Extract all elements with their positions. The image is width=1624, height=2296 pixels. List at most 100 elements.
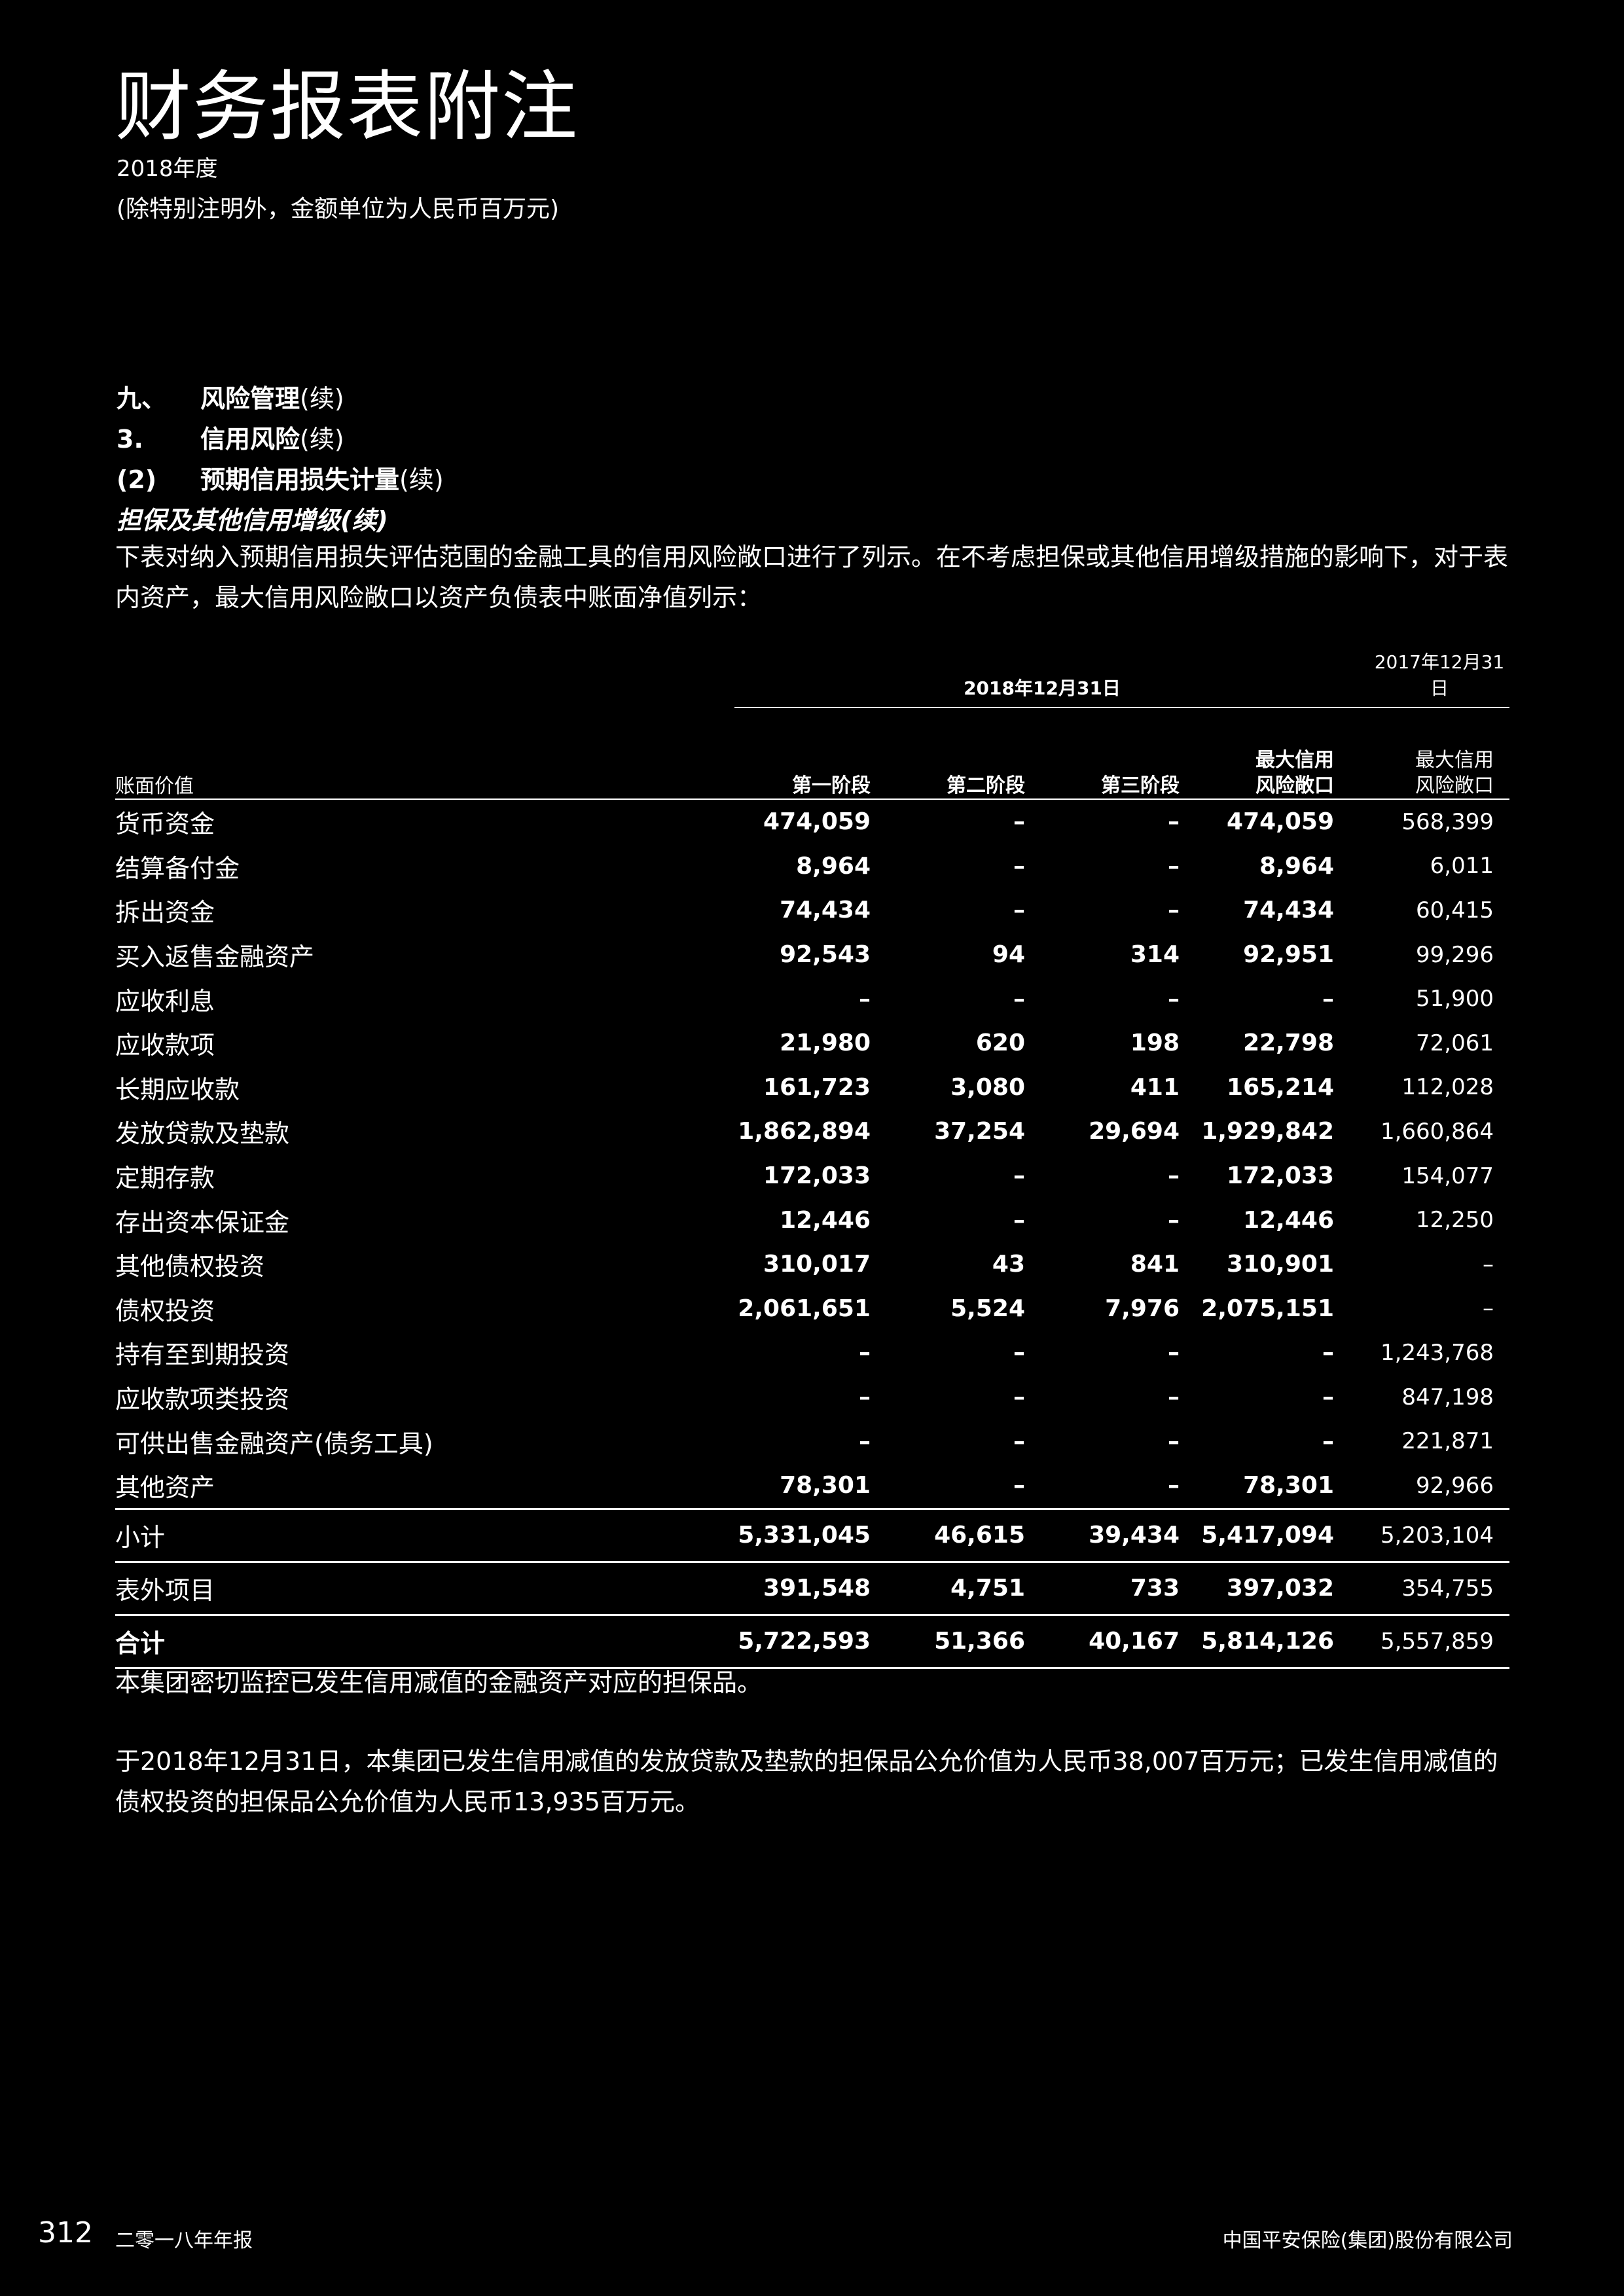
table-row: 买入返售金融资产 92,543 94 314 92,951 99,296 bbox=[115, 933, 1509, 977]
table-row: 应收款项类投资 – – – – 847,198 bbox=[115, 1375, 1509, 1420]
cell-stage2: – bbox=[1013, 1162, 1025, 1190]
row-label: 债权投资 bbox=[115, 1296, 215, 1325]
row-label: 发放贷款及垫款 bbox=[115, 1119, 290, 1149]
cell-max-2018: 474,059 bbox=[1227, 808, 1334, 836]
cell-max-2017: 5,557,859 bbox=[1350, 1613, 1509, 1669]
section-heading-credit-risk: 3. 信用风险(续) bbox=[117, 419, 344, 455]
total-row: 合计 5,722,593 51,366 40,167 5,814,126 5,557,85… bbox=[115, 1613, 1509, 1669]
cell-max-2018: 5,417,094 bbox=[1195, 1507, 1350, 1562]
cell-stage2: 46,615 bbox=[886, 1507, 1041, 1562]
unit-note: (除特别注明外，金额单位为人民币百万元) bbox=[117, 196, 560, 223]
cell-stage2: 620 bbox=[975, 1030, 1025, 1057]
report-name: 二零一八年年报 bbox=[115, 2229, 253, 2252]
cell-max-2017: 354,755 bbox=[1350, 1560, 1509, 1615]
table-row: 其他资产 78,301 – – 78,301 92,966 bbox=[115, 1463, 1509, 1509]
table-row: 可供出售金融资产(债务工具) – – – – 221,871 bbox=[115, 1419, 1509, 1463]
section-suffix: (续) bbox=[300, 425, 344, 454]
row-label: 结算备付金 bbox=[115, 853, 240, 883]
cell-stage3: – bbox=[1168, 1427, 1180, 1455]
cell-stage3: 314 bbox=[1130, 941, 1180, 969]
cell-stage1: 92,543 bbox=[780, 941, 871, 969]
cell-max-2018: – bbox=[1322, 1339, 1334, 1367]
section-number: 九、 bbox=[117, 384, 167, 413]
col-max-exposure-2017-header: 最大信用 风险敞口 bbox=[1350, 708, 1509, 800]
row-label: 存出资本保证金 bbox=[115, 1208, 290, 1237]
row-label: 合计 bbox=[115, 1613, 734, 1669]
row-label: 其他债权投资 bbox=[115, 1252, 265, 1282]
cell-stage3: – bbox=[1168, 985, 1180, 1013]
section-title: 信用风险 bbox=[200, 425, 300, 454]
cell-stage2: – bbox=[1013, 1339, 1025, 1367]
company-name: 中国平安保险(集团)股份有限公司 bbox=[1222, 2229, 1513, 2252]
row-label: 定期存款 bbox=[115, 1164, 215, 1193]
cell-stage2: – bbox=[1013, 852, 1025, 880]
cell-max-2018: 74,434 bbox=[1243, 897, 1334, 924]
cell-stage2: – bbox=[1013, 985, 1025, 1013]
table-row: 持有至到期投资 – – – – 1,243,768 bbox=[115, 1331, 1509, 1375]
cell-stage2: 43 bbox=[992, 1251, 1025, 1278]
cell-max-2018: – bbox=[1322, 985, 1334, 1013]
cell-stage3: – bbox=[1168, 897, 1180, 924]
cell-max-2018: 2,075,151 bbox=[1201, 1295, 1334, 1322]
row-label: 买入返售金融资产 bbox=[115, 942, 315, 972]
row-label: 小计 bbox=[115, 1507, 734, 1562]
table-row: 应收利息 – – – – 51,900 bbox=[115, 977, 1509, 1021]
col-max-exposure-2018-header: 最大信用 风险敞口 bbox=[1195, 708, 1350, 800]
cell-stage1: 12,446 bbox=[780, 1206, 871, 1234]
section-title: 风险管理 bbox=[200, 384, 300, 413]
cell-stage3: – bbox=[1168, 1162, 1180, 1190]
cell-stage1: 391,548 bbox=[734, 1560, 886, 1615]
cell-max-2018: 12,446 bbox=[1243, 1206, 1334, 1234]
cell-max-2017: 568,399 bbox=[1401, 808, 1494, 835]
cell-max-2017: 847,198 bbox=[1401, 1384, 1494, 1410]
cell-stage1: 78,301 bbox=[780, 1472, 871, 1499]
table-row: 存出资本保证金 12,446 – – 12,446 12,250 bbox=[115, 1198, 1509, 1242]
cell-max-2018: 172,033 bbox=[1227, 1162, 1334, 1190]
note-paragraph-2: 于2018年12月31日，本集团已发生信用减值的发放贷款及垫款的担保品公允价值为… bbox=[115, 1747, 1498, 1816]
cell-stage1: 1,862,894 bbox=[738, 1118, 871, 1145]
cell-stage3: 29,694 bbox=[1089, 1118, 1180, 1145]
cell-stage1: 172,033 bbox=[763, 1162, 871, 1190]
page-number: 312 bbox=[38, 2216, 93, 2250]
note-paragraph-1: 本集团密切监控已发生信用减值的金融资产对应的担保品。 bbox=[115, 1668, 763, 1697]
table-row: 其他债权投资 310,017 43 841 310,901 – bbox=[115, 1242, 1509, 1287]
row-label: 应收款项 bbox=[115, 1031, 215, 1060]
table-row: 货币资金 474,059 – – 474,059 568,399 bbox=[115, 799, 1509, 844]
cell-stage1: 5,722,593 bbox=[734, 1613, 886, 1669]
subsection-heading-collateral: 担保及其他信用增级(续) bbox=[117, 506, 388, 535]
cell-stage2: – bbox=[1013, 1472, 1025, 1499]
cell-stage1: – bbox=[859, 1339, 871, 1367]
cell-stage2: 4,751 bbox=[886, 1560, 1041, 1615]
cell-stage2: 5,524 bbox=[950, 1295, 1025, 1322]
cell-stage3: 40,167 bbox=[1041, 1613, 1195, 1669]
cell-max-2018: 310,901 bbox=[1227, 1251, 1334, 1278]
cell-stage1: – bbox=[859, 1384, 871, 1411]
section-heading-ecl: (2) 预期信用损失计量(续) bbox=[117, 459, 444, 495]
row-label: 应收利息 bbox=[115, 986, 215, 1016]
table-column-header: 账面价值 第一阶段 第二阶段 第三阶段 最大信用 风险敞口 最大信用 风险敞口 bbox=[115, 708, 1509, 800]
cell-max-2017: 1,243,768 bbox=[1380, 1339, 1494, 1366]
cell-stage2: – bbox=[1013, 1384, 1025, 1411]
row-label: 可供出售金融资产(债务工具) bbox=[115, 1429, 433, 1458]
cell-max-2017: 60,415 bbox=[1416, 897, 1494, 924]
cell-stage3: – bbox=[1168, 1206, 1180, 1234]
cell-stage1: 474,059 bbox=[763, 808, 871, 836]
table-row: 定期存款 172,033 – – 172,033 154,077 bbox=[115, 1154, 1509, 1198]
cell-stage1: – bbox=[859, 1427, 871, 1455]
section-suffix: (续) bbox=[399, 465, 444, 494]
cell-max-2017: 99,296 bbox=[1416, 941, 1494, 968]
row-label: 货币资金 bbox=[115, 810, 215, 839]
cell-max-2018: 1,929,842 bbox=[1201, 1118, 1334, 1145]
group-header-2018: 2018年12月31日 bbox=[734, 648, 1350, 708]
table-group-header: 2018年12月31日 2017年12月31日 bbox=[115, 648, 1509, 708]
cell-max-2017: 92,966 bbox=[1416, 1472, 1494, 1499]
cell-stage1: 21,980 bbox=[780, 1030, 871, 1057]
cell-stage3: 841 bbox=[1130, 1251, 1180, 1278]
cell-stage1: 2,061,651 bbox=[738, 1295, 871, 1322]
cell-max-2018: 5,814,126 bbox=[1195, 1613, 1350, 1669]
cell-max-2018: – bbox=[1322, 1427, 1334, 1455]
cell-max-2018: 165,214 bbox=[1227, 1073, 1334, 1101]
row-label: 其他资产 bbox=[115, 1473, 215, 1503]
cell-stage2: 37,254 bbox=[934, 1118, 1025, 1145]
table-row: 长期应收款 161,723 3,080 411 165,214 112,028 bbox=[115, 1066, 1509, 1110]
